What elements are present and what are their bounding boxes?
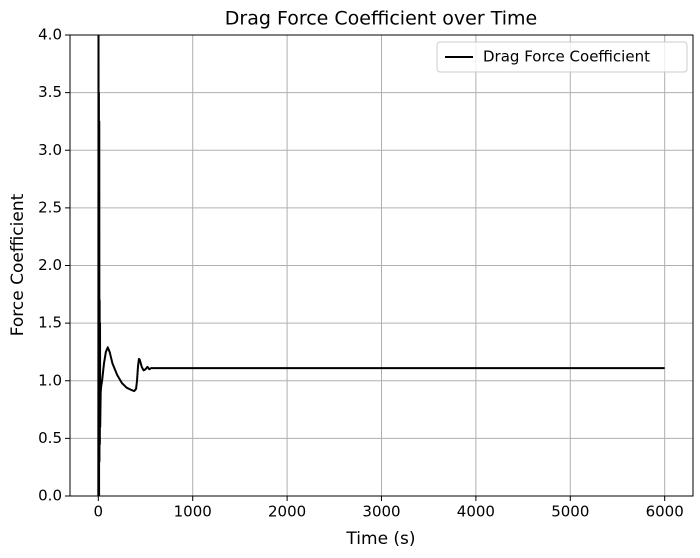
chart-title: Drag Force Coefficient over Time [225,8,537,30]
plot-area [97,35,665,496]
data-line [97,35,665,496]
y-tick-label: 3.5 [38,83,62,101]
y-tick-label: 3.0 [38,141,62,159]
y-tick-label: 1.5 [38,314,62,332]
y-axis-label: Force Coefficient [8,193,28,336]
x-tick-label: 2000 [268,503,306,521]
x-tick-label: 0 [94,503,104,521]
y-tick-label: 1.0 [38,371,62,389]
x-tick-label: 4000 [457,503,495,521]
x-tick-label: 6000 [646,503,684,521]
x-axis-label: Time (s) [345,529,415,549]
grid [70,34,693,497]
axes: 0 1000 2000 3000 4000 5000 6000 0.0 0.5 1.0 1.5 2.0… [38,26,688,521]
y-tick-label: 4.0 [38,26,62,44]
y-tick-label: 0.0 [38,487,62,505]
legend-box [436,41,688,73]
legend-label: Drag Force Coefficient [483,48,650,66]
y-tick-label: 2.0 [38,256,62,274]
y-tick-label: 0.5 [38,429,62,447]
x-tick-label: 5000 [551,503,589,521]
y-tick-label: 2.5 [38,198,62,216]
x-tick-label: 3000 [362,503,400,521]
x-tick-label: 1000 [174,503,212,521]
